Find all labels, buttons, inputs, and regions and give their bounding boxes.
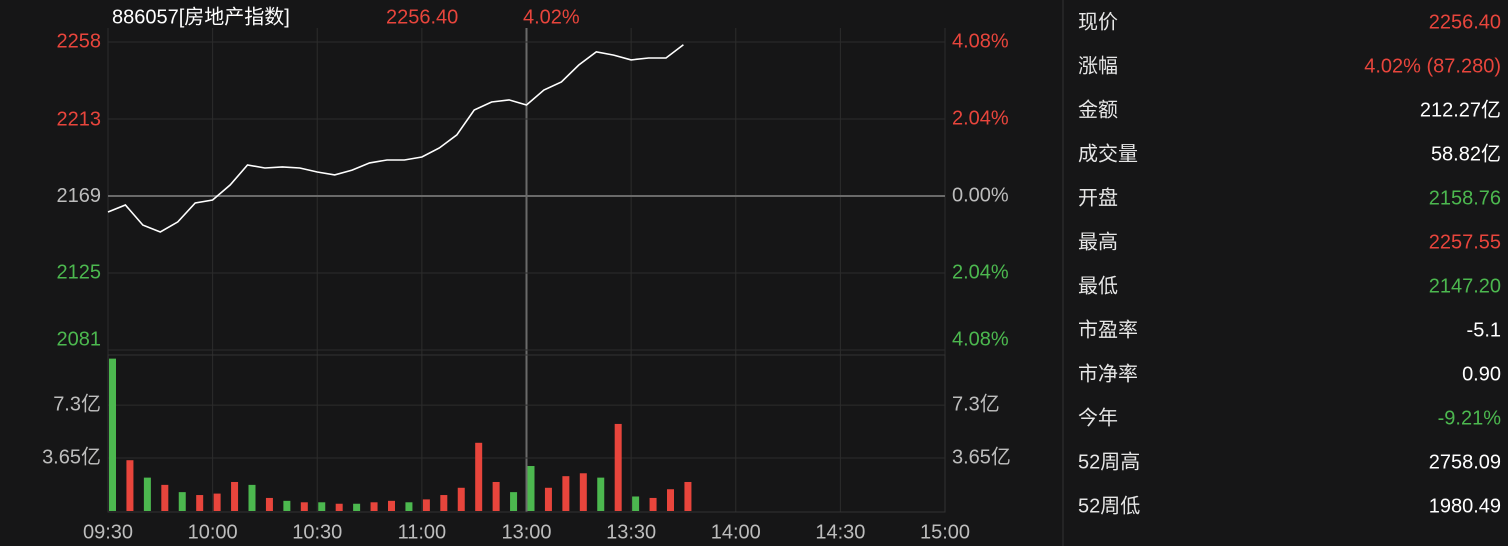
quote-label: 金额 <box>1078 98 1118 121</box>
x-tick-label: 13:00 <box>501 521 551 543</box>
volume-bar <box>143 477 151 511</box>
quote-label: 涨幅 <box>1078 54 1118 77</box>
volume-tick-label: 7.3亿 <box>53 392 101 415</box>
quote-value: 0.90 <box>1462 363 1501 385</box>
y2-tick-label: 2.04% <box>952 261 1009 283</box>
volume-bar <box>492 481 500 511</box>
price-line <box>107 44 684 233</box>
volume-bar <box>248 484 256 511</box>
y-tick-label: 2125 <box>57 262 102 284</box>
quote-label: 市盈率 <box>1078 318 1138 341</box>
y2-tick-label: 4.08% <box>952 328 1009 350</box>
quote-label: 52周高 <box>1078 450 1140 473</box>
volume-bar <box>213 493 221 511</box>
volume-bar <box>667 489 674 511</box>
volume-bar <box>283 500 291 511</box>
x-tick-label: 10:30 <box>292 521 342 543</box>
quote-value: -9.21% <box>1438 407 1502 429</box>
volume-tick-label-right: 7.3亿 <box>952 392 1000 415</box>
y2-tick-label: 0.00% <box>952 184 1009 206</box>
volume-bar <box>510 492 518 511</box>
quote-label: 最高 <box>1078 230 1118 253</box>
quote-value: -5.1 <box>1467 319 1501 341</box>
y-tick-label: 2081 <box>57 328 102 350</box>
volume-bar <box>353 503 361 511</box>
quote-value: 4.02% (87.280) <box>1364 55 1501 77</box>
x-tick-label: 09:30 <box>83 521 133 543</box>
index-name: 886057[房地产指数] <box>112 5 290 28</box>
quote-value: 2256.40 <box>1429 11 1501 33</box>
volume-bar <box>422 499 430 511</box>
quote-value: 1980.49 <box>1429 495 1501 517</box>
quote-value: 2147.20 <box>1429 275 1501 297</box>
volume-bar <box>109 358 116 511</box>
volume-bar <box>265 497 273 511</box>
volume-bar <box>178 492 186 511</box>
volume-frame <box>107 354 946 513</box>
quote-value: 2158.76 <box>1429 187 1501 209</box>
volume-bar <box>318 502 326 511</box>
volume-bar <box>632 496 640 511</box>
volume-bar <box>579 473 587 511</box>
volume-bar <box>335 503 343 511</box>
volume-bar <box>370 502 378 511</box>
y-tick-label: 2213 <box>57 109 102 131</box>
index-price: 2256.40 <box>386 6 458 28</box>
y2-tick-label: 2.04% <box>952 107 1009 129</box>
quote-value: 212.27亿 <box>1420 98 1501 121</box>
volume-bar <box>126 460 134 511</box>
x-tick-label: 11:00 <box>398 521 447 543</box>
quote-label: 开盘 <box>1078 186 1118 209</box>
quote-label: 现价 <box>1078 11 1118 33</box>
y-tick-label: 2258 <box>57 30 102 52</box>
x-tick-label: 13:30 <box>606 521 656 543</box>
y2-tick-label: 4.08% <box>952 30 1009 52</box>
x-tick-label: 14:30 <box>815 521 865 543</box>
volume-bar <box>475 442 483 511</box>
volume-bar <box>597 477 605 511</box>
quote-label: 52周低 <box>1078 494 1140 517</box>
quote-label: 成交量 <box>1078 142 1138 165</box>
quote-label: 今年 <box>1078 406 1118 429</box>
x-tick-label: 14:00 <box>711 521 761 543</box>
volume-bar <box>440 495 448 511</box>
quote-label: 最低 <box>1078 274 1118 297</box>
quote-value: 2758.09 <box>1429 451 1501 473</box>
y-tick-label: 2169 <box>57 185 102 207</box>
volume-bar <box>231 481 239 511</box>
volume-tick-label-right: 3.65亿 <box>952 445 1011 468</box>
volume-bar <box>300 502 308 511</box>
x-tick-label: 10:00 <box>188 521 238 543</box>
volume-bar <box>527 466 535 511</box>
x-tick-label: 15:00 <box>920 521 970 543</box>
volume-bar <box>161 484 169 511</box>
volume-bar <box>649 497 657 511</box>
volume-bar <box>388 500 395 511</box>
quote-label: 市净率 <box>1078 362 1138 385</box>
volume-bar <box>196 495 204 511</box>
volume-bar <box>457 487 465 511</box>
volume-bar <box>405 502 413 511</box>
volume-tick-label: 3.65亿 <box>42 445 101 468</box>
volume-bar <box>684 481 692 511</box>
quote-value: 2257.55 <box>1429 231 1501 253</box>
volume-bar <box>544 487 552 511</box>
index-change: 4.02% <box>523 6 580 28</box>
volume-bar <box>614 423 622 511</box>
volume-bar <box>562 476 570 511</box>
quote-value: 58.82亿 <box>1431 142 1501 165</box>
